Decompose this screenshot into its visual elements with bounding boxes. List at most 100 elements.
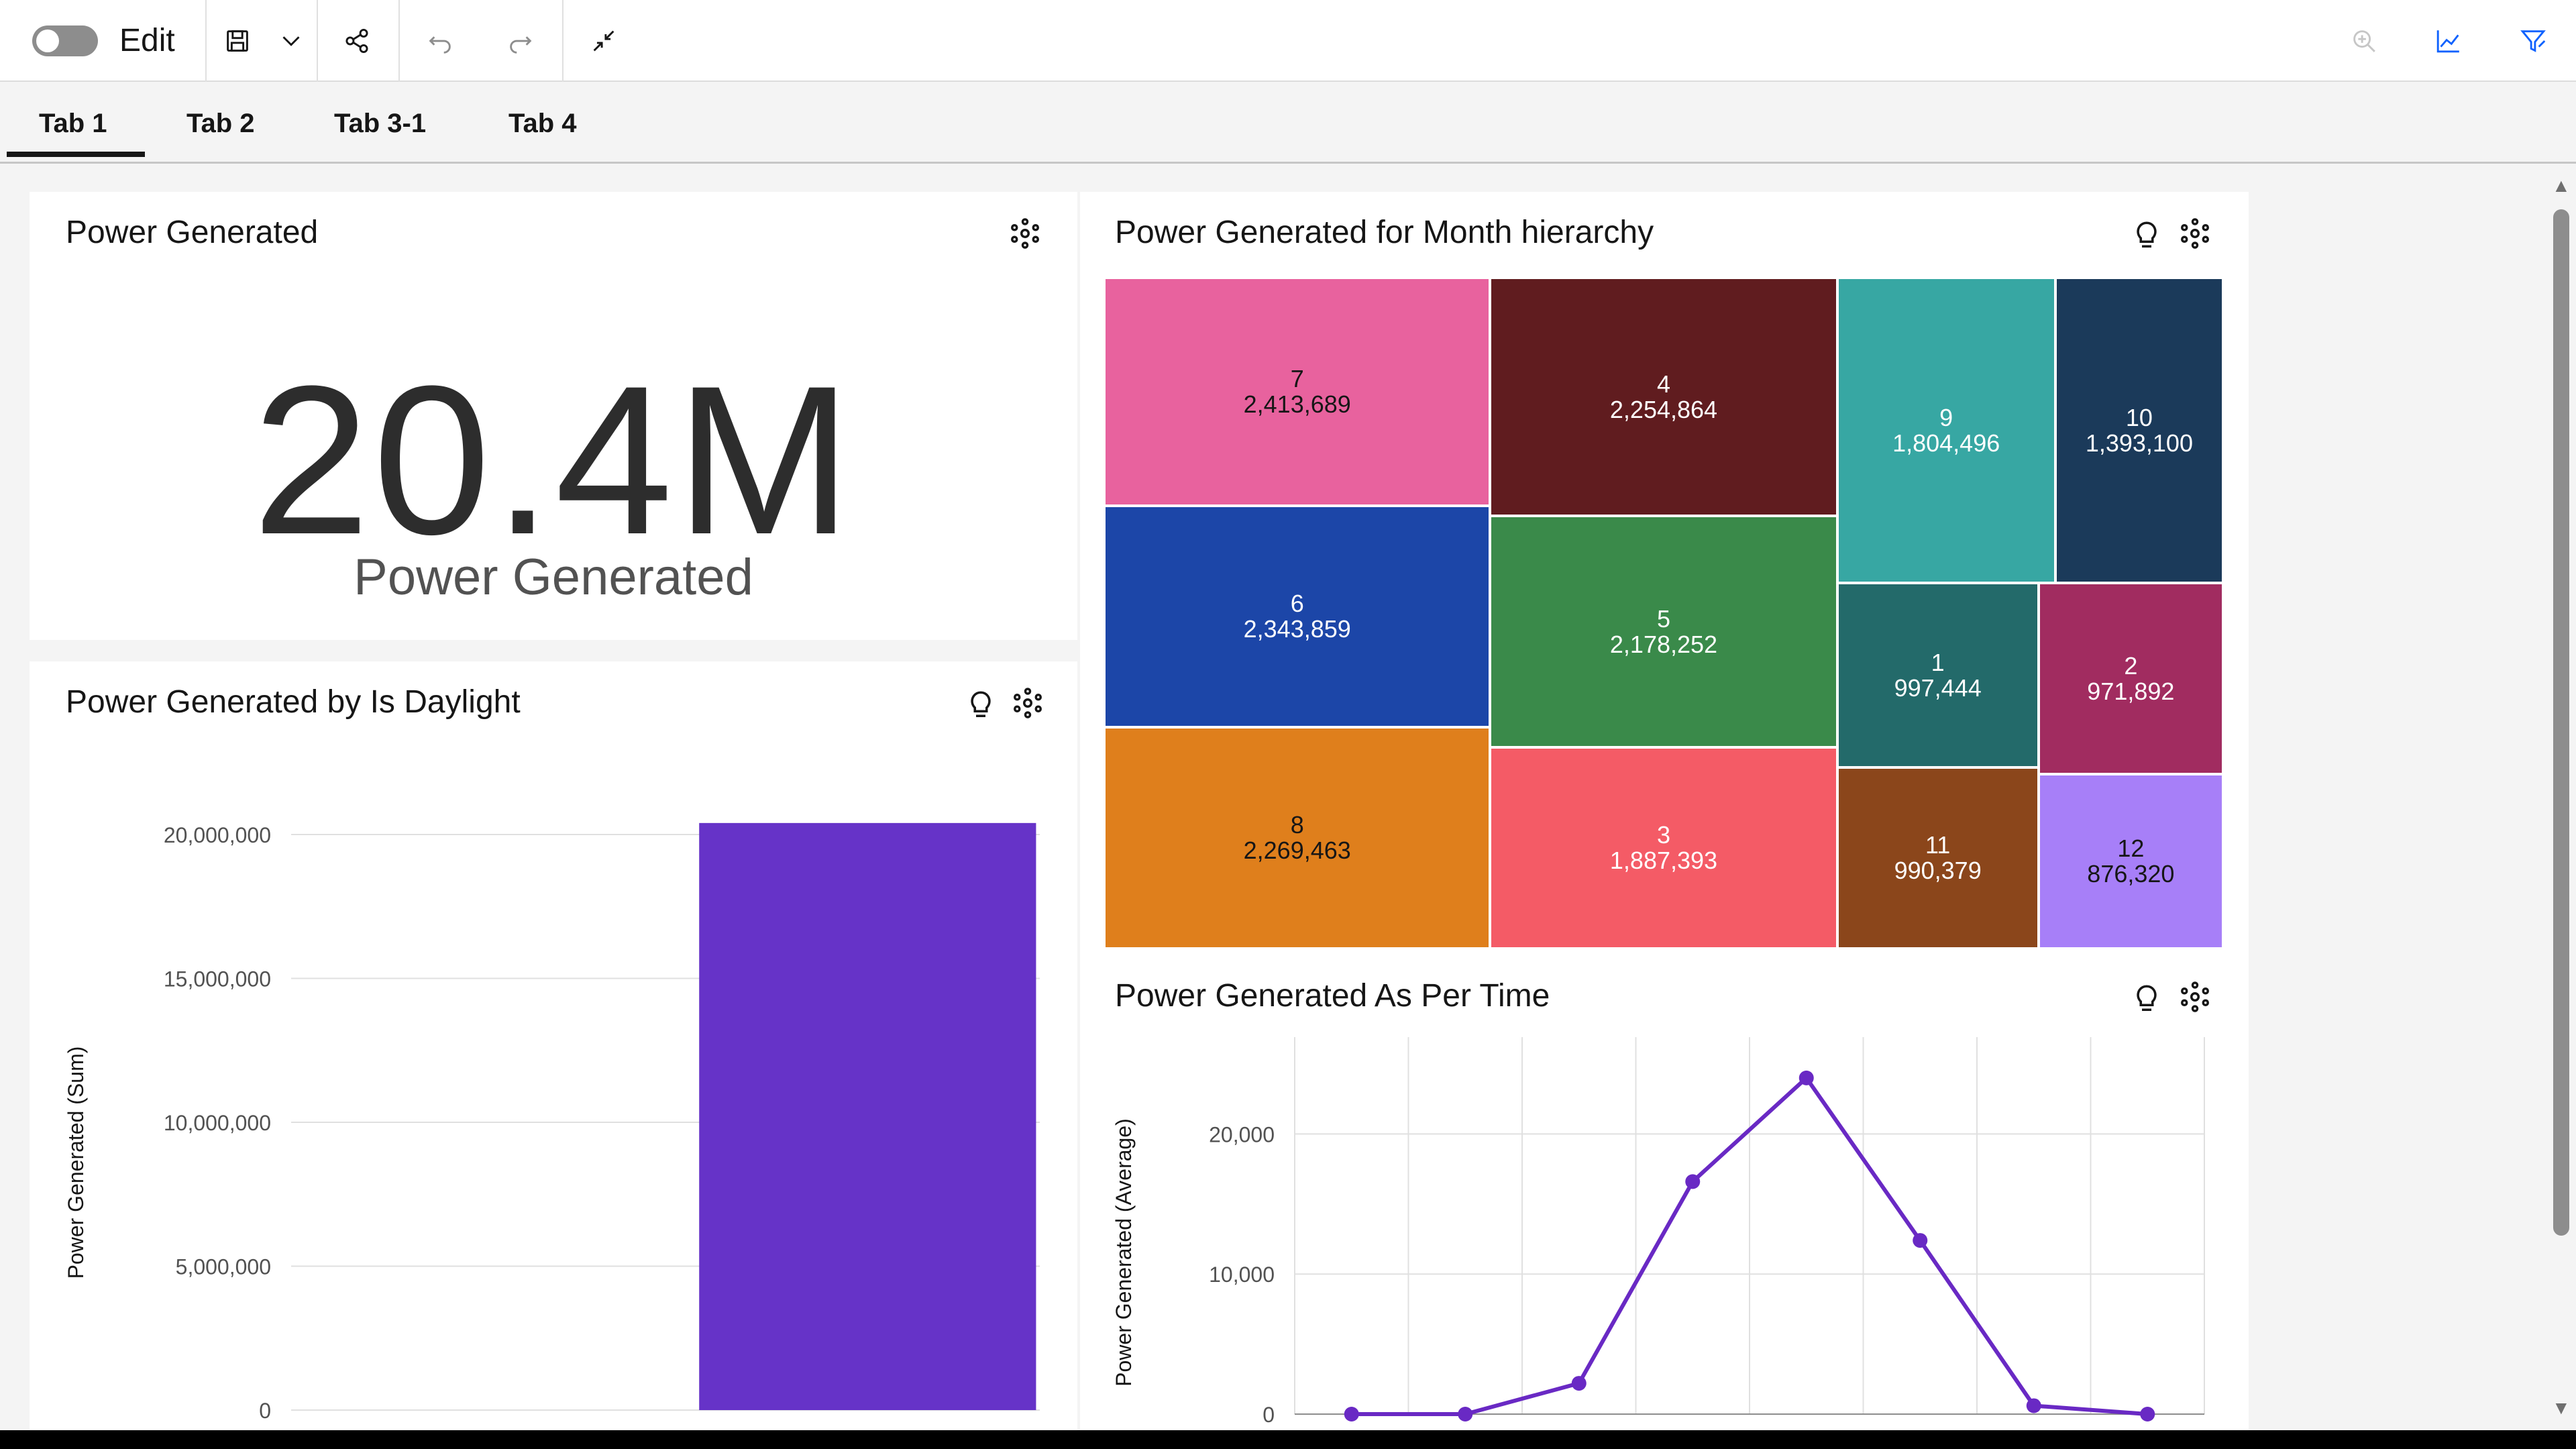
treemap-cell-value: 2,178,252 <box>1609 630 1718 658</box>
treemap-cell-label: 6 <box>1290 590 1304 617</box>
data-point <box>2140 1407 2155 1421</box>
trend-chart-icon[interactable] <box>2424 17 2473 65</box>
scrollbar-thumb[interactable] <box>2553 209 2569 1236</box>
treemap-cell-month-2[interactable]: 2 971,892 <box>2038 583 2223 774</box>
right-panel-card: Power Generated for Month hierarchy 7 2,4… <box>1080 192 2249 1430</box>
treemap-cell-value: 2,413,689 <box>1243 390 1351 418</box>
toolbar-divider <box>562 0 564 82</box>
tab-1[interactable]: Tab 1 <box>39 109 107 138</box>
toolbar-divider <box>205 0 207 82</box>
treemap-cell-label: 2 <box>2124 651 2138 680</box>
treemap-cell-value: 990,379 <box>1894 857 1982 884</box>
line-card-title: Power Generated As Per Time <box>1115 978 1550 1014</box>
bottom-bar <box>0 1430 2576 1449</box>
tab-3-1[interactable]: Tab 3-1 <box>334 109 427 138</box>
treemap-cell-value: 2,269,463 <box>1243 837 1351 864</box>
bar-chart: 0 5,000,000 10,000,000 15,000,000 20,000,000… <box>64 822 1040 1423</box>
insight-bulb-icon[interactable] <box>2128 215 2165 252</box>
treemap-cell-value: 1,804,496 <box>1892 429 2000 457</box>
data-point <box>1571 1376 1587 1391</box>
settings-icon[interactable] <box>2176 215 2214 252</box>
data-point <box>1685 1174 1701 1189</box>
treemap-cell-value: 997,444 <box>1894 674 1982 702</box>
treemap-cell-label: 5 <box>1656 604 1670 633</box>
treemap-card-title: Power Generated for Month hierarchy <box>1115 215 1654 250</box>
edit-toggle[interactable] <box>32 25 98 56</box>
scroll-up-icon[interactable]: ▲ <box>2552 175 2571 196</box>
settings-icon[interactable] <box>1006 215 1044 252</box>
active-tab-indicator <box>7 152 145 157</box>
treemap-cell-month-12[interactable]: 12 876,320 <box>2038 774 2223 949</box>
save-icon[interactable] <box>213 17 262 65</box>
toolbar-divider <box>317 0 318 82</box>
data-point <box>1344 1407 1359 1421</box>
y-tick-label: 15,000,000 <box>164 967 271 991</box>
series-line <box>1351 1075 2148 1416</box>
y-tick-label: 0 <box>259 1399 271 1423</box>
data-point <box>1458 1407 1473 1421</box>
kpi-value: 20.4M <box>252 341 855 578</box>
treemap-cell-label: 9 <box>1939 403 1953 431</box>
treemap-cell-month-11[interactable]: 11 990,379 <box>1837 767 2039 949</box>
chevron-down-icon[interactable] <box>267 17 315 65</box>
toolbar-divider <box>398 0 400 82</box>
tab-bar: Tab 1 Tab 2 Tab 3-1 Tab 4 <box>0 83 2576 164</box>
treemap-cell-month-3[interactable]: 3 1,887,393 <box>1490 747 1837 949</box>
data-point <box>1913 1233 1928 1248</box>
tab-4[interactable]: Tab 4 <box>508 109 577 138</box>
filter-icon[interactable] <box>2509 17 2557 65</box>
treemap-cell-month-1[interactable]: 1 997,444 <box>1837 583 2039 767</box>
treemap-cell-month-8[interactable]: 8 2,269,463 <box>1104 727 1491 949</box>
redo-icon[interactable] <box>496 17 545 65</box>
bar-true <box>699 822 1036 1410</box>
y-tick-label: 5,000,000 <box>176 1255 271 1279</box>
treemap-cell-label: 4 <box>1656 370 1670 398</box>
edit-label: Edit <box>119 23 175 58</box>
treemap-cell-label: 8 <box>1290 811 1304 839</box>
treemap-cell-month-5[interactable]: 5 2,178,252 <box>1490 516 1837 747</box>
line-chart: 0 10,000 20,000 Power Generated (Average) <box>1112 1037 2205 1427</box>
insight-bulb-icon[interactable] <box>962 684 1000 722</box>
undo-icon[interactable] <box>416 17 464 65</box>
collapse-icon[interactable] <box>580 17 628 65</box>
y-tick-label: 0 <box>1263 1403 1275 1427</box>
kpi-card[interactable]: Power Generated 20.4M Power Generated <box>30 192 1077 640</box>
bar-chart-card[interactable]: Power Generated by Is Daylight 0 5,000,00… <box>30 661 1077 1430</box>
treemap-cell-month-4[interactable]: 4 2,254,864 <box>1490 278 1837 516</box>
toggle-knob <box>36 30 59 52</box>
y-axis-label: Power Generated (Sum) <box>64 1046 88 1279</box>
kpi-label: Power Generated <box>354 549 753 606</box>
treemap-cell-month-7[interactable]: 7 2,413,689 <box>1104 278 1491 506</box>
y-tick-label: 10,000,000 <box>164 1111 271 1135</box>
treemap-cell-label: 11 <box>1925 831 1951 859</box>
y-tick-label: 20,000 <box>1209 1122 1275 1146</box>
treemap-cell-label: 7 <box>1290 365 1304 392</box>
share-icon[interactable] <box>333 17 381 65</box>
settings-icon[interactable] <box>1009 684 1046 722</box>
settings-icon[interactable] <box>2176 978 2214 1016</box>
treemap-cell-value: 1,393,100 <box>2085 429 2193 457</box>
treemap-cell-value: 1,887,393 <box>1609 847 1718 874</box>
bar-card-title: Power Generated by Is Daylight <box>66 684 521 720</box>
treemap-cell-month-6[interactable]: 6 2,343,859 <box>1104 506 1491 727</box>
zoom-icon[interactable] <box>2340 17 2388 65</box>
treemap-cell-value: 876,320 <box>2087 860 2175 888</box>
data-point <box>2026 1398 2041 1413</box>
insight-bulb-icon[interactable] <box>2128 978 2165 1016</box>
scroll-down-icon[interactable]: ▼ <box>2552 1397 2571 1418</box>
treemap-cell-label: 12 <box>2117 835 2145 862</box>
treemap-cell-label: 1 <box>1931 648 1945 676</box>
tab-2[interactable]: Tab 2 <box>186 109 255 138</box>
treemap-cell-month-9[interactable]: 9 1,804,496 <box>1837 278 2055 583</box>
toolbar: Edit <box>0 0 2576 82</box>
treemap-chart: 7 2,413,689 6 2,343,859 8 2,269,463 4 2,254,864… <box>1104 278 2223 949</box>
treemap-cell-label: 10 <box>2125 403 2153 431</box>
kpi-card-title: Power Generated <box>66 215 319 250</box>
treemap-cell-month-10[interactable]: 10 1,393,100 <box>2055 278 2223 583</box>
data-point <box>1799 1070 1814 1085</box>
treemap-cell-label: 3 <box>1656 821 1670 849</box>
treemap-cell-value: 2,343,859 <box>1243 615 1351 643</box>
treemap-cell-value: 2,254,864 <box>1609 395 1718 423</box>
y-tick-label: 10,000 <box>1209 1263 1275 1287</box>
y-axis-label: Power Generated (Average) <box>1112 1118 1136 1387</box>
